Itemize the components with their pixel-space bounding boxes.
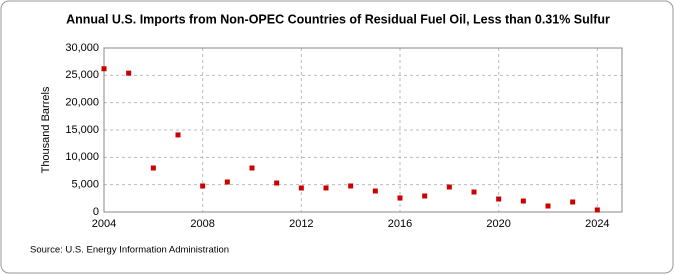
point xyxy=(422,193,428,199)
point xyxy=(594,207,600,213)
source-note: Source: U.S. Energy Information Administ… xyxy=(30,245,229,256)
x-tick-label: 2008 xyxy=(190,218,214,230)
x-tick-label: 2024 xyxy=(585,218,609,230)
point xyxy=(200,183,206,189)
point xyxy=(126,70,132,76)
y-tick-label: 25,000 xyxy=(65,69,99,81)
point xyxy=(446,184,452,190)
y-tick-label: 10,000 xyxy=(65,151,99,163)
x-tick-label: 2020 xyxy=(486,218,510,230)
y-tick-label: 30,000 xyxy=(65,42,99,54)
x-tick-label: 2012 xyxy=(289,218,313,230)
point xyxy=(545,203,551,209)
point xyxy=(298,185,304,191)
chart-title: Annual U.S. Imports from Non-OPEC Countr… xyxy=(66,12,610,26)
point xyxy=(101,66,107,72)
y-tick-label: 0 xyxy=(93,206,99,218)
x-tick-label: 2004 xyxy=(92,218,116,230)
x-tick-label: 2016 xyxy=(388,218,412,230)
point xyxy=(150,165,156,171)
point xyxy=(224,179,230,185)
point xyxy=(348,183,354,189)
point xyxy=(496,196,502,202)
point xyxy=(323,185,329,191)
point xyxy=(520,198,526,204)
point xyxy=(274,180,280,186)
point xyxy=(372,188,378,194)
plot-area xyxy=(103,47,623,213)
y-tick-label: 5,000 xyxy=(71,179,99,191)
y-tick-label: 20,000 xyxy=(65,97,99,109)
point xyxy=(397,195,403,201)
y-tick-label: 15,000 xyxy=(65,124,99,136)
y-axis-label: Thousand Barrels xyxy=(40,86,52,173)
point xyxy=(471,189,477,195)
point xyxy=(249,165,255,171)
point xyxy=(175,132,181,138)
point xyxy=(570,199,576,205)
